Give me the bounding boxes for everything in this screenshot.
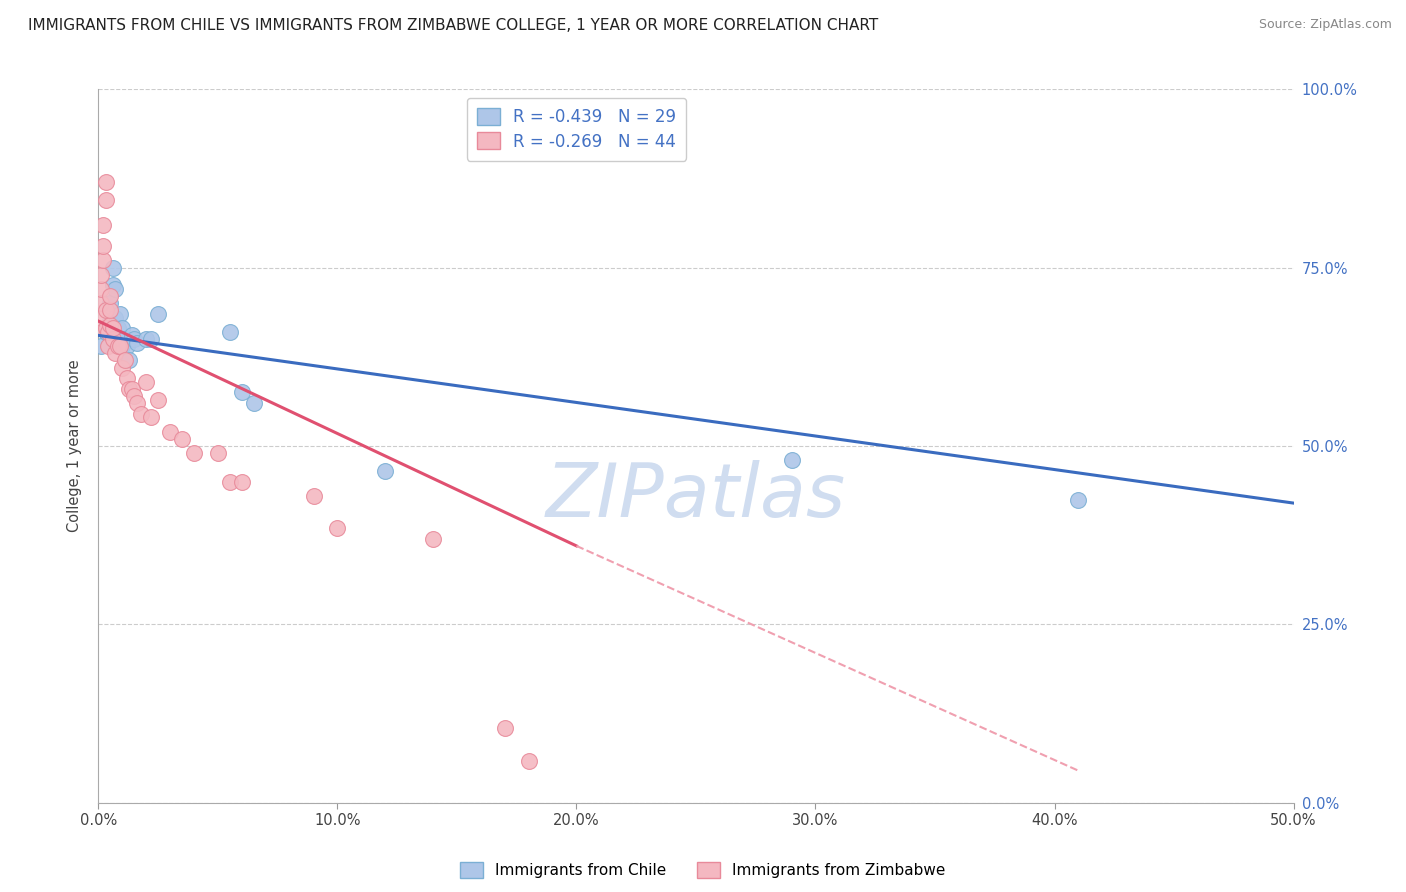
Point [148, 307, 170, 321]
Point [90, 310, 112, 325]
Point [121, 382, 143, 396]
Point [98, 314, 122, 328]
Point [101, 321, 124, 335]
Point [90, 282, 112, 296]
Point [326, 521, 349, 535]
Point [118, 353, 141, 368]
Point [101, 332, 124, 346]
Point [1067, 492, 1090, 507]
Point [91, 253, 114, 268]
Point [101, 260, 124, 275]
Point [98, 296, 122, 310]
Point [90, 321, 112, 335]
Point [90, 296, 112, 310]
Point [91, 218, 114, 232]
Point [374, 464, 396, 478]
Point [125, 396, 148, 410]
Point [97, 321, 120, 335]
Point [139, 410, 162, 425]
Point [124, 332, 146, 346]
Point [231, 385, 253, 400]
Point [135, 375, 157, 389]
Point [139, 332, 162, 346]
Point [94, 325, 117, 339]
Point [98, 289, 122, 303]
Point [135, 332, 157, 346]
Point [131, 407, 153, 421]
Point [94, 303, 117, 318]
Point [98, 318, 122, 332]
Point [148, 392, 170, 407]
Point [90, 268, 112, 282]
Point [231, 475, 253, 489]
Point [243, 396, 266, 410]
Point [302, 489, 325, 503]
Text: IMMIGRANTS FROM CHILE VS IMMIGRANTS FROM ZIMBABWE COLLEGE, 1 YEAR OR MORE CORREL: IMMIGRANTS FROM CHILE VS IMMIGRANTS FROM… [28, 18, 879, 33]
Legend: R = -0.439   N = 29, R = -0.269   N = 44: R = -0.439 N = 29, R = -0.269 N = 44 [467, 97, 686, 161]
Point [104, 346, 127, 360]
Point [104, 310, 127, 325]
Point [90, 339, 112, 353]
Point [94, 321, 117, 335]
Point [97, 325, 120, 339]
Legend: Immigrants from Chile, Immigrants from Zimbabwe: Immigrants from Chile, Immigrants from Z… [454, 856, 952, 884]
Point [107, 339, 129, 353]
Point [98, 303, 122, 318]
Point [104, 282, 127, 296]
Point [108, 339, 131, 353]
Point [101, 278, 124, 293]
Point [114, 332, 136, 346]
Point [159, 425, 181, 439]
Point [517, 755, 540, 769]
Point [115, 371, 138, 385]
Text: ZIPatlas: ZIPatlas [546, 460, 846, 532]
Point [207, 446, 229, 460]
Y-axis label: College, 1 year or more: College, 1 year or more [67, 359, 83, 533]
Point [94, 175, 117, 189]
Point [107, 321, 129, 335]
Point [111, 339, 134, 353]
Point [494, 721, 516, 735]
Point [219, 475, 242, 489]
Point [90, 321, 112, 335]
Point [111, 321, 134, 335]
Text: Source: ZipAtlas.com: Source: ZipAtlas.com [1258, 18, 1392, 31]
Point [124, 389, 146, 403]
Point [111, 360, 134, 375]
Point [422, 532, 444, 546]
Point [114, 353, 136, 368]
Point [94, 193, 117, 207]
Point [118, 382, 141, 396]
Point [108, 307, 131, 321]
Point [121, 328, 143, 343]
Point [219, 325, 242, 339]
Point [780, 453, 803, 467]
Point [172, 432, 194, 446]
Point [125, 335, 148, 350]
Point [183, 446, 205, 460]
Point [91, 239, 114, 253]
Point [115, 339, 138, 353]
Point [97, 339, 120, 353]
